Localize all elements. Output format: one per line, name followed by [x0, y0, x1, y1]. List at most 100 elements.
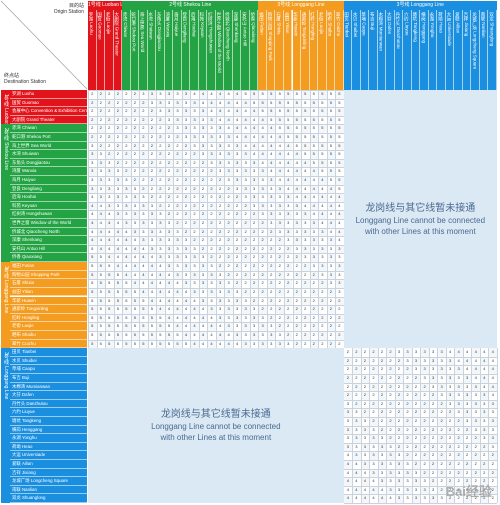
- fare-cell: 5: [326, 167, 336, 177]
- row-header-shekou: 海上世界 Sea World: [10, 141, 87, 151]
- fare-cell: 5: [139, 339, 148, 349]
- fare-cell: 2: [190, 176, 199, 185]
- fare-cell: 3: [462, 373, 472, 383]
- fare-cell: 2: [386, 348, 395, 357]
- fare-cell: 3: [488, 399, 497, 409]
- fare-cell: 3: [173, 270, 182, 280]
- fare-cell: 3: [411, 365, 421, 374]
- grid-line-horizontal: [88, 236, 344, 238]
- fare-cell: 2: [181, 150, 191, 159]
- grid-line-horizontal: [343, 494, 497, 496]
- fare-cell: 3: [249, 158, 259, 168]
- fare-cell: 2: [122, 115, 131, 125]
- fare-cell: 5: [105, 330, 114, 340]
- fare-cell: 3: [454, 408, 463, 417]
- fare-cell: 4: [275, 141, 284, 151]
- fare-cell: 2: [207, 253, 216, 263]
- fare-cell: 4: [207, 322, 216, 331]
- grid-line-horizontal: [343, 451, 497, 453]
- corner-header: 目的站 Origin Station 终点站 Destination Stati…: [1, 1, 87, 89]
- fare-cell: 5: [96, 287, 106, 297]
- fare-cell: 2: [343, 365, 353, 374]
- fare-cell: 2: [173, 167, 182, 177]
- fare-cell: 3: [232, 158, 242, 168]
- fare-cell: 2: [147, 158, 157, 168]
- fare-cell: 4: [309, 167, 319, 177]
- fare-cell: 4: [488, 356, 497, 366]
- fare-cell: 2: [249, 219, 259, 228]
- fare-cell: 3: [377, 451, 387, 460]
- fare-cell: 2: [266, 279, 276, 288]
- fare-cell: 3: [156, 98, 165, 108]
- fare-cell: 3: [249, 330, 259, 340]
- destination-label: 终点站 Destination Station: [4, 73, 46, 85]
- fare-cell: 4: [207, 90, 216, 99]
- fare-cell: 2: [241, 227, 250, 237]
- col-header-longgang_orange: 老街 Laojie: [318, 10, 327, 90]
- fare-cell: 4: [139, 253, 148, 263]
- fare-cell: 3: [377, 442, 387, 452]
- fare-cell: 3: [224, 141, 233, 151]
- fare-cell: 5: [147, 313, 157, 323]
- fare-cell: 2: [88, 133, 97, 142]
- fare-cell: 5: [113, 279, 123, 288]
- fare-cell: 2: [224, 227, 233, 237]
- fare-cell: 4: [96, 219, 106, 228]
- fare-cell: 3: [249, 176, 259, 185]
- fare-cell: 2: [105, 90, 114, 99]
- fare-cell: 3: [352, 425, 361, 435]
- fare-cell: 5: [249, 98, 259, 108]
- fare-cell: 4: [249, 124, 259, 133]
- fare-cell: 3: [411, 477, 421, 486]
- col-header-shekou: 侨城北 Qiaocheng North: [224, 10, 233, 90]
- fare-cell: 4: [181, 313, 191, 323]
- fare-cell: 5: [96, 270, 106, 280]
- fare-cell: 2: [224, 210, 233, 220]
- fare-cell: 5: [249, 90, 259, 99]
- col-header-label: 永湖 Yonghu: [429, 12, 435, 38]
- row-header-shekou: 赤湾 Chiwan: [10, 124, 87, 133]
- row-header-longgang_orange: 晒布 Shaibu: [10, 330, 87, 340]
- fare-cell: 3: [139, 219, 148, 228]
- fare-cell: 5: [88, 244, 97, 254]
- row-header-shekou: 东角头 Dongjiaotou: [10, 158, 87, 168]
- fare-cell: 3: [249, 305, 259, 314]
- col-header-longgang_orange: 红岭 Hongling: [309, 10, 319, 90]
- col-header-label: 翠竹 Cuizhu: [336, 12, 342, 37]
- fare-cell: 5: [147, 322, 157, 331]
- fare-cell: 2: [241, 270, 250, 280]
- fare-cell: 3: [241, 330, 250, 340]
- fare-cell: 2: [156, 167, 165, 177]
- fare-cell: 2: [224, 253, 233, 263]
- fare-cell: 4: [462, 356, 472, 366]
- fare-cell: 5: [318, 107, 327, 116]
- fare-cell: 2: [394, 391, 404, 400]
- fare-cell: 2: [394, 442, 404, 452]
- fare-cell: 3: [139, 236, 148, 245]
- fare-cell: 2: [249, 253, 259, 263]
- fare-cell: 5: [258, 98, 267, 108]
- fare-cell: 2: [266, 287, 276, 297]
- fare-cell: 5: [335, 150, 344, 159]
- fare-cell: 2: [369, 399, 378, 409]
- fare-cell: 4: [105, 236, 114, 245]
- fare-cell: 5: [96, 330, 106, 340]
- fare-cell: 3: [181, 90, 191, 99]
- fare-cell: 5: [326, 176, 336, 185]
- fare-cell: 3: [181, 115, 191, 125]
- fare-cell: 2: [156, 124, 165, 133]
- fare-cell: 2: [309, 330, 319, 340]
- fare-cell: 2: [266, 236, 276, 245]
- line-side-label: 3号线 Longgang Line: [3, 266, 9, 314]
- fare-cell: 3: [224, 287, 233, 297]
- fare-cell: 2: [241, 279, 250, 288]
- fare-cell: 2: [326, 330, 336, 340]
- fare-cell: 4: [190, 322, 199, 331]
- fare-cell: 3: [156, 219, 165, 228]
- line-band-longgang_blue: 3号线 Longgang Line: [343, 1, 497, 10]
- fare-cell: 3: [258, 184, 267, 194]
- fare-cell: 2: [275, 313, 284, 323]
- fare-cell: 2: [326, 305, 336, 314]
- fare-cell: 3: [173, 262, 182, 271]
- destination-label-en: Destination Station: [4, 79, 46, 85]
